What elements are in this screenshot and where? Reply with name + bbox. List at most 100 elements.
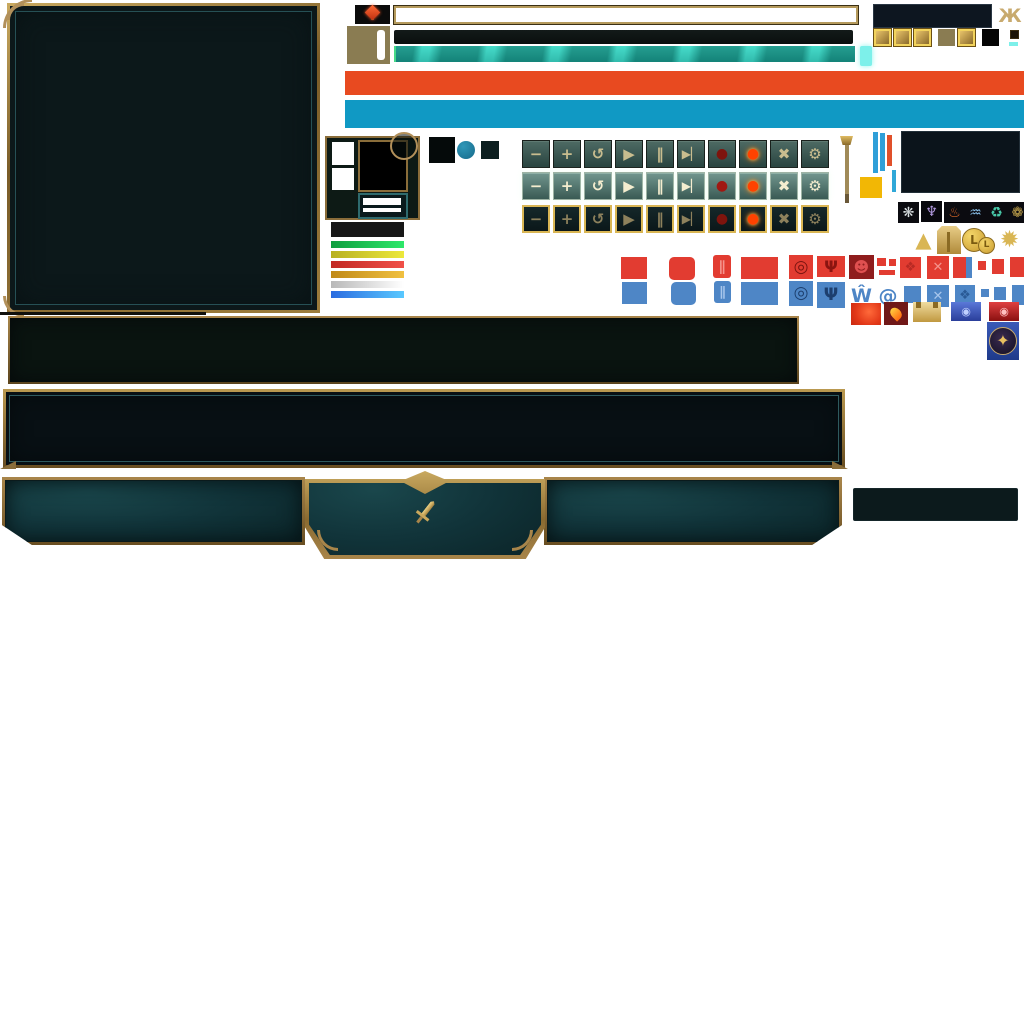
crimson-flame-icon — [884, 302, 908, 325]
empty-slot-bar — [873, 4, 992, 28]
record-idle-button[interactable]: ● — [708, 172, 736, 200]
step-forward-button[interactable]: ▶▏ — [677, 205, 705, 233]
blue-tall-marker — [1012, 285, 1024, 305]
gold-wheat-icon: ❁ — [1011, 204, 1024, 221]
gold-item-slot[interactable] — [894, 29, 911, 46]
banner-notch — [916, 302, 921, 308]
blue-flame-icon: ♒ — [969, 204, 982, 221]
rune-tide-icon[interactable]: ♻ — [986, 202, 1007, 223]
settings-button[interactable]: ⚙ — [801, 205, 829, 233]
slider-handle[interactable] — [377, 30, 385, 60]
speed-down-button[interactable]: − — [522, 172, 550, 200]
red-small-marker — [992, 259, 1004, 274]
turret-ring-icon: ◎ — [793, 283, 809, 303]
tooltip-panel-blank — [901, 131, 1020, 193]
main-panel — [3, 0, 320, 317]
level-diamond-icon — [364, 4, 381, 20]
gold-item-slot[interactable] — [874, 29, 891, 46]
restart-button[interactable]: ↺ — [584, 140, 612, 168]
stat-bar — [363, 208, 401, 212]
record-active-button[interactable]: ● — [739, 172, 767, 200]
step-forward-button[interactable]: ▶▏ — [677, 140, 705, 168]
record-idle-icon: ● — [715, 146, 729, 162]
inhibitor-bars-icon: ∥ — [718, 258, 726, 275]
stat-bar — [363, 198, 401, 205]
play-button[interactable]: ▶ — [615, 172, 643, 200]
red-banner-icon: ◉ — [989, 302, 1019, 321]
blue-band — [345, 100, 1024, 128]
red-minion-face-icon: ☻ — [849, 255, 874, 279]
gear-icon: ⚙ — [808, 209, 822, 228]
restart-button[interactable]: ↺ — [584, 172, 612, 200]
mini-dark-bar — [331, 222, 404, 237]
plus-icon: + — [560, 176, 574, 195]
rune-harvest-icon[interactable]: ❁ — [1007, 202, 1024, 223]
play-icon: ▶ — [623, 144, 635, 163]
record-idle-button[interactable]: ● — [708, 140, 736, 168]
minus-icon: − — [529, 176, 543, 195]
gold-item-slot[interactable] — [914, 29, 931, 46]
speed-up-button[interactable]: + — [553, 140, 581, 168]
record-active-button[interactable]: ● — [739, 140, 767, 168]
emblem-dot-icon: ◉ — [999, 305, 1009, 318]
play-button[interactable]: ▶ — [615, 205, 643, 233]
speed-up-button[interactable]: + — [553, 205, 581, 233]
settings-button[interactable]: ⚙ — [801, 140, 829, 168]
timeline-marker[interactable] — [860, 46, 872, 66]
blue-small-square-marker — [904, 286, 921, 303]
speed-up-button[interactable]: + — [553, 172, 581, 200]
slim-dark-bar — [853, 488, 1018, 521]
black-swatch — [429, 137, 455, 163]
tiny-cyan-tick — [1009, 42, 1018, 46]
speed-down-button[interactable]: − — [522, 205, 550, 233]
gold-armor-icon — [937, 226, 961, 254]
gold-bar — [331, 271, 404, 278]
khaki-item-slot[interactable] — [938, 29, 955, 46]
settings-button[interactable]: ⚙ — [801, 172, 829, 200]
blue-crown-icon: Ŵ — [851, 284, 872, 307]
restart-button[interactable]: ↺ — [584, 205, 612, 233]
gear-icon: ⚙ — [808, 144, 822, 163]
gold-item-slot[interactable] — [958, 29, 975, 46]
mini-red-chip — [879, 270, 895, 275]
record-idle-button[interactable]: ● — [708, 205, 736, 233]
portrait-slot — [332, 168, 354, 190]
blue-cross-marker: ✕ — [927, 285, 949, 307]
banner-bar-left — [2, 477, 305, 545]
record-active-button[interactable]: ● — [739, 205, 767, 233]
pause-button[interactable]: ‖ — [646, 172, 674, 200]
staff-pole — [845, 145, 849, 197]
play-icon: ▶ — [623, 176, 635, 195]
stat-bars-box — [358, 193, 408, 219]
close-icon: ✖ — [777, 144, 791, 163]
plaque-corner-arc-icon — [317, 530, 338, 551]
rune-strike-icon[interactable]: ❋ — [898, 202, 919, 223]
restart-icon: ↺ — [591, 176, 605, 195]
step-forward-icon: ▶▏ — [681, 147, 701, 161]
step-forward-button[interactable]: ▶▏ — [677, 172, 705, 200]
rune-flame-orange-icon[interactable]: ♨ — [944, 202, 965, 223]
speed-down-button[interactable]: − — [522, 140, 550, 168]
blue-bar-marker — [741, 282, 778, 305]
armor-seam — [947, 232, 950, 252]
pause-button[interactable]: ‖ — [646, 140, 674, 168]
slider-track-tile[interactable] — [347, 26, 390, 64]
close-button[interactable]: ✖ — [770, 172, 798, 200]
tiny-slot — [1010, 30, 1019, 39]
pause-button[interactable]: ‖ — [646, 205, 674, 233]
red-inhibitor-icon: ∥ — [713, 255, 731, 278]
rune-domination-icon[interactable]: ♆ — [921, 201, 942, 222]
rune-flame-blue-icon[interactable]: ♒ — [965, 202, 986, 223]
close-button[interactable]: ✖ — [770, 205, 798, 233]
close-button[interactable]: ✖ — [770, 140, 798, 168]
blue-small-marker — [994, 287, 1006, 300]
blue-tally-bar — [880, 133, 885, 171]
gold-banner-icon — [913, 302, 941, 322]
panel-foot-flare — [832, 461, 848, 469]
empty-item-slot[interactable] — [982, 29, 999, 46]
play-button[interactable]: ▶ — [615, 140, 643, 168]
red-pattern-marker: ❖ — [900, 257, 921, 278]
blue-tally-bar-short — [892, 170, 896, 192]
blue-orb-icon — [457, 141, 475, 159]
amber-swatch — [860, 177, 882, 198]
